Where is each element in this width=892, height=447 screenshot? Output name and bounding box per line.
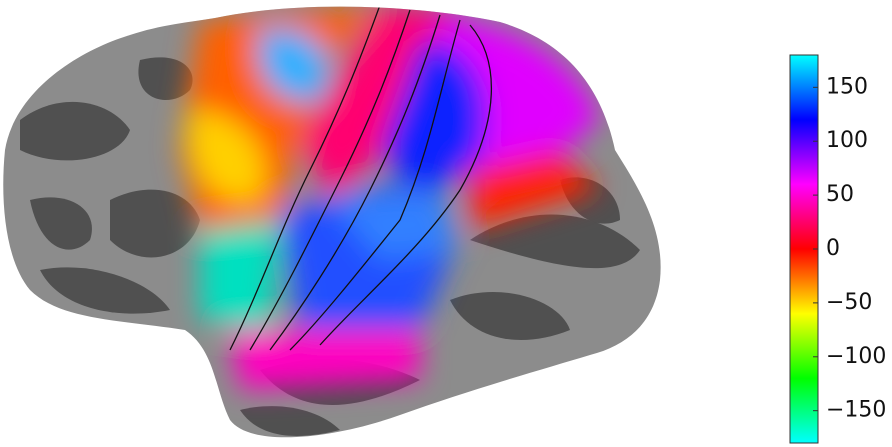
tick-label: 0	[826, 236, 840, 261]
tick-label: −150	[826, 398, 886, 423]
tick-label: 100	[826, 128, 868, 153]
brain-surface	[3, 6, 661, 438]
tick-label: −50	[826, 290, 872, 315]
tick-label: 150	[826, 74, 868, 99]
tick-label: 50	[826, 182, 854, 207]
phase-map	[180, 6, 600, 390]
tick-label: −100	[826, 344, 886, 369]
